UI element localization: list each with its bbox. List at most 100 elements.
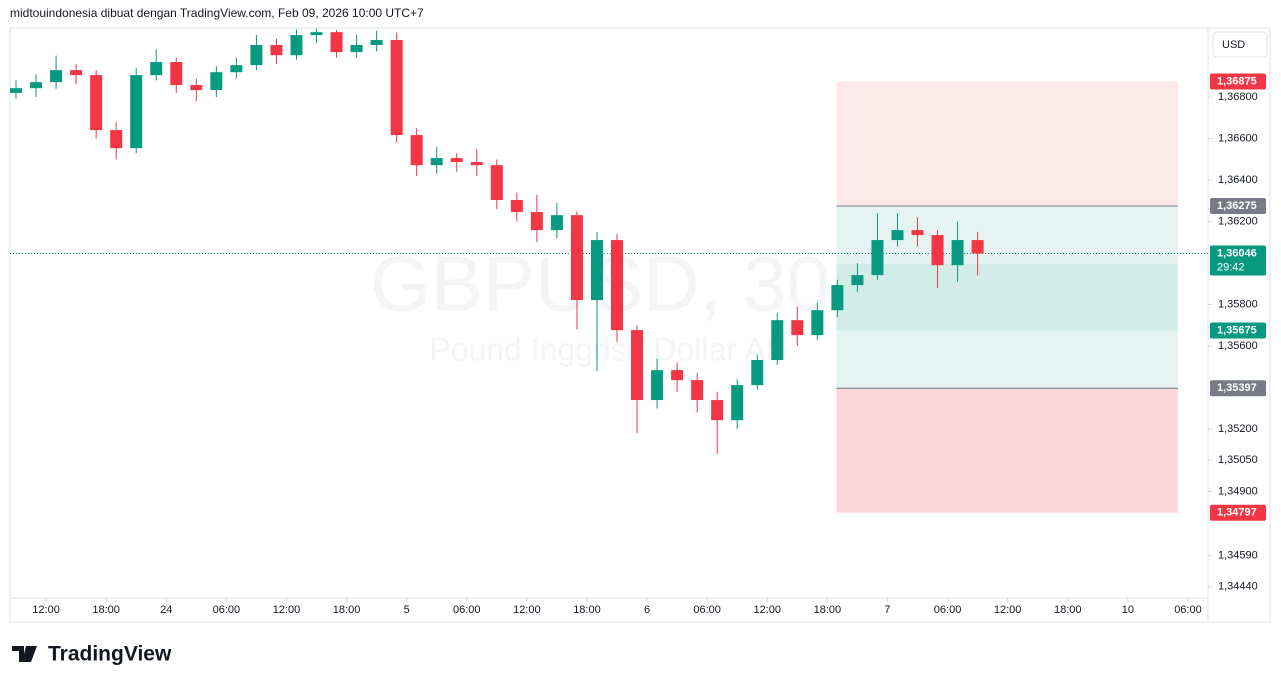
candle-body bbox=[951, 240, 964, 266]
x-tick-label: 18:00 bbox=[1054, 604, 1082, 616]
candle-body bbox=[811, 310, 824, 336]
candle-body bbox=[130, 75, 143, 149]
x-tick-label: 18:00 bbox=[573, 604, 601, 616]
countdown: 29:42 bbox=[1217, 261, 1245, 273]
x-tick-label: 06:00 bbox=[693, 604, 721, 616]
candle-body bbox=[210, 72, 223, 91]
x-tick-label: 7 bbox=[884, 604, 890, 616]
x-tick-label: 06:00 bbox=[453, 604, 481, 616]
candle-body bbox=[831, 285, 844, 311]
x-tick-label: 12:00 bbox=[753, 604, 781, 616]
candle-body bbox=[510, 200, 523, 213]
price-label-box bbox=[1210, 73, 1266, 90]
candle-body bbox=[590, 240, 603, 301]
currency-button[interactable] bbox=[1212, 31, 1268, 58]
candle-body bbox=[891, 230, 904, 241]
candle-body bbox=[250, 45, 263, 66]
candle-body bbox=[410, 135, 423, 166]
x-tick-label: 5 bbox=[404, 604, 410, 616]
x-tick-label: 10 bbox=[1122, 604, 1134, 616]
currency-label: USD bbox=[1222, 39, 1245, 51]
candle-body bbox=[911, 230, 924, 236]
logo-mark bbox=[12, 646, 37, 662]
x-tick-label: 06:00 bbox=[1174, 604, 1202, 616]
x-tick-label: 06:00 bbox=[934, 604, 962, 616]
y-tick-label: 1,34900 bbox=[1218, 485, 1258, 497]
y-tick-label: 1,35800 bbox=[1218, 299, 1258, 311]
x-tick-label: 12:00 bbox=[32, 604, 60, 616]
position-zone bbox=[836, 263, 1178, 331]
y-tick-label: 1,36600 bbox=[1218, 133, 1258, 145]
candle-body bbox=[871, 240, 884, 276]
y-tick-label: 1,35050 bbox=[1218, 454, 1258, 466]
candle-body bbox=[390, 40, 403, 136]
candle-body bbox=[330, 32, 343, 53]
candle-body bbox=[150, 62, 163, 76]
candle-body bbox=[691, 380, 704, 401]
candle-body bbox=[170, 62, 183, 86]
candle-body bbox=[851, 275, 864, 286]
candle-body bbox=[971, 240, 984, 254]
candle-body bbox=[731, 385, 744, 421]
current-price-label: 1,36046 bbox=[1217, 247, 1257, 259]
brand: TradingView bbox=[48, 643, 172, 666]
x-tick-label: 12:00 bbox=[513, 604, 541, 616]
candle-body bbox=[430, 158, 443, 166]
candle-body bbox=[230, 65, 243, 73]
watermark-subtitle: Pound Inggris / Dollar AS bbox=[429, 331, 787, 367]
candle-body bbox=[711, 400, 724, 421]
position-zone bbox=[836, 81, 1178, 207]
candle-body bbox=[751, 359, 764, 386]
candle-body bbox=[310, 32, 323, 36]
candle-body bbox=[10, 88, 23, 93]
candle-body bbox=[350, 45, 363, 53]
candle-body bbox=[30, 82, 43, 89]
y-tick-label: 1,36800 bbox=[1218, 91, 1258, 103]
price-label: 1,36875 bbox=[1217, 75, 1257, 87]
candle-body bbox=[370, 40, 383, 46]
price-label: 1,36275 bbox=[1217, 200, 1257, 212]
candle-body bbox=[190, 85, 203, 91]
candle-body bbox=[771, 320, 784, 360]
candle-body bbox=[931, 235, 944, 266]
position-zone bbox=[836, 388, 1178, 513]
y-tick-label: 1,34440 bbox=[1218, 581, 1258, 593]
candle-body bbox=[671, 370, 684, 381]
candle-body bbox=[290, 35, 303, 56]
candle-body bbox=[50, 70, 63, 83]
y-tick-label: 1,35600 bbox=[1218, 340, 1258, 352]
price-label-box bbox=[1210, 322, 1266, 339]
header: midtouindonesia dibuat dengan TradingVie… bbox=[10, 6, 424, 20]
x-tick-label: 24 bbox=[160, 604, 172, 616]
price-label-box bbox=[1210, 198, 1266, 215]
candle-body bbox=[90, 75, 103, 131]
current-price-box bbox=[1210, 245, 1266, 276]
candle-body bbox=[611, 240, 624, 331]
candle-body bbox=[550, 215, 563, 231]
x-tick-label: 06:00 bbox=[213, 604, 241, 616]
y-tick-label: 1,36200 bbox=[1218, 216, 1258, 228]
y-tick-label: 1,35200 bbox=[1218, 423, 1258, 435]
candle-body bbox=[110, 130, 123, 149]
candle-body bbox=[70, 70, 83, 76]
price-label: 1,35675 bbox=[1217, 324, 1257, 336]
candle-body bbox=[470, 162, 483, 166]
candle-body bbox=[651, 370, 664, 401]
price-label: 1,35397 bbox=[1217, 382, 1257, 394]
candle-body bbox=[490, 165, 503, 201]
x-tick-label: 18:00 bbox=[333, 604, 361, 616]
candle-body bbox=[791, 320, 804, 336]
x-tick-label: 12:00 bbox=[273, 604, 301, 616]
price-label-box bbox=[1210, 504, 1266, 521]
x-tick-label: 6 bbox=[644, 604, 650, 616]
x-tick-label: 18:00 bbox=[92, 604, 120, 616]
x-tick-label: 18:00 bbox=[814, 604, 842, 616]
candle-body bbox=[450, 158, 463, 163]
candle-body bbox=[631, 330, 644, 401]
price-label: 1,34797 bbox=[1217, 507, 1257, 519]
frame bbox=[9, 27, 1271, 623]
x-tick-label: 12:00 bbox=[994, 604, 1022, 616]
y-tick-label: 1,36400 bbox=[1218, 174, 1258, 186]
